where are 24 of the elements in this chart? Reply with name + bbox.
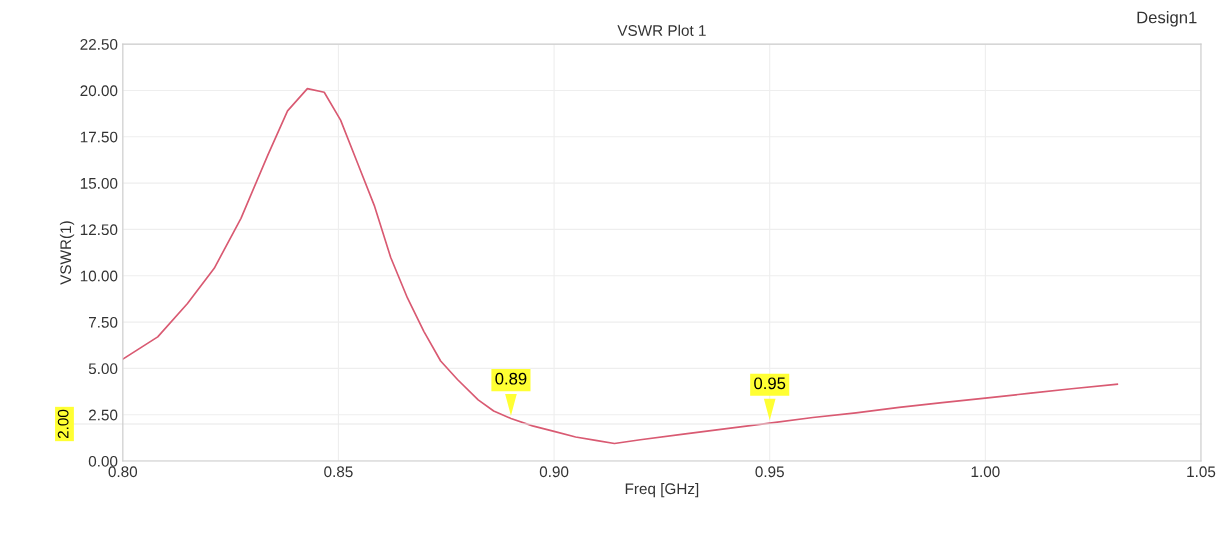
x-axis-title: Freq [GHz] <box>625 482 699 498</box>
annotation: 0.89 <box>495 372 527 385</box>
y-tick-label: 15.00 <box>80 177 118 189</box>
x-tick-label: 1.00 <box>971 466 1000 478</box>
chart-title: VSWR Plot 1 <box>617 24 706 36</box>
y-tick-label: 20.00 <box>80 85 118 97</box>
x-tick-label: 0.95 <box>755 466 784 478</box>
ref-line-label: 2.00 <box>57 409 69 439</box>
y-tick-label: 0.00 <box>88 455 118 467</box>
y-axis-title: VSWR(1) <box>59 221 75 285</box>
y-tick-label: 2.50 <box>88 409 118 421</box>
y-tick-label: 7.50 <box>88 316 118 328</box>
line-series <box>122 87 1119 445</box>
y-tick-label: 10.00 <box>80 270 118 282</box>
y-tick-label: 5.00 <box>88 363 118 375</box>
x-tick-label: 0.90 <box>539 466 569 478</box>
text: Design1 <box>1137 11 1197 27</box>
y-tick-label: 12.50 <box>80 224 118 236</box>
x-tick-label: 0.80 <box>108 466 138 478</box>
x-tick-label: 1.05 <box>1187 466 1216 478</box>
x-tick-label: 0.85 <box>324 466 353 478</box>
annotation: 0.95 <box>754 377 786 390</box>
y-tick-label: 17.50 <box>80 131 118 143</box>
y-tick-label: 22.50 <box>80 38 118 50</box>
